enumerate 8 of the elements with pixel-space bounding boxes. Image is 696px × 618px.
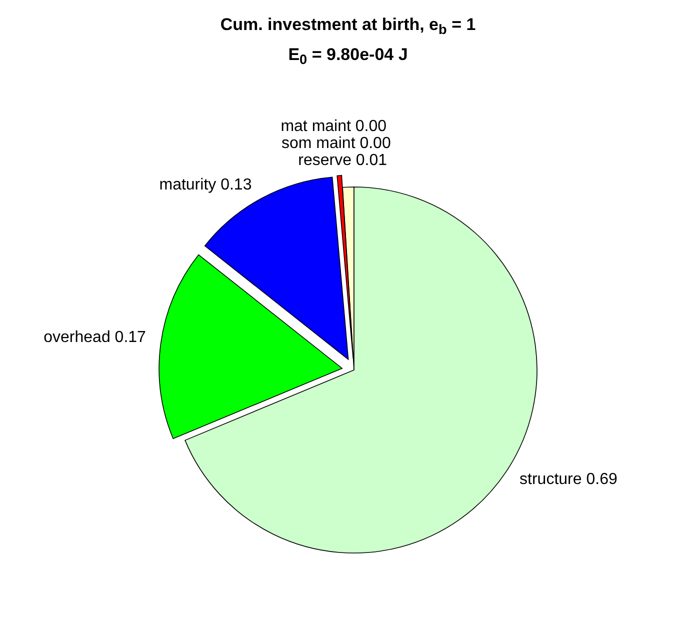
slice-label: reserve 0.01 xyxy=(298,152,388,170)
category-label: som maint 0.00 xyxy=(281,135,391,152)
slice-label: mat maint 0.00 xyxy=(280,118,387,136)
chart-subtitle: E$_{0}$ = 9.80e-04 J xyxy=(288,45,408,68)
slice-label: structure 0.69 xyxy=(520,470,618,488)
slice-label: maturity 0.13 xyxy=(159,176,252,194)
slice-label: overhead 0.17 xyxy=(44,328,146,346)
chart-title: Cum. investment at birth, e$_{b}$ = 1 xyxy=(220,15,476,38)
